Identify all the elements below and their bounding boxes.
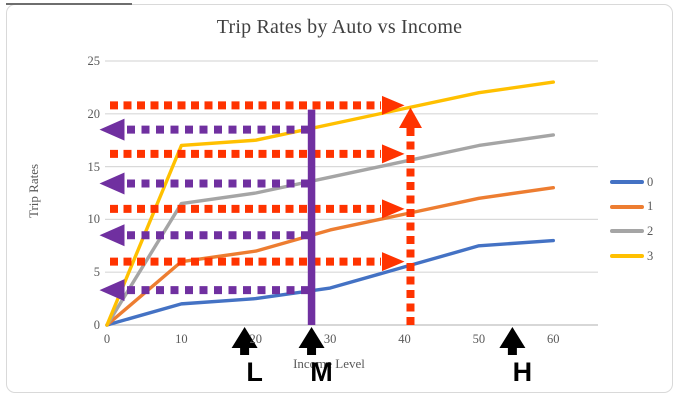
red-arrowhead-right-icon: [382, 95, 405, 115]
legend: 0 1 2 3: [610, 170, 653, 268]
red-arrowhead-right-icon: [382, 144, 405, 164]
top-edge-line: [6, 3, 132, 5]
legend-swatch-icon: [610, 180, 644, 185]
marker-label-H: H: [512, 357, 533, 387]
legend-item-2: 2: [610, 219, 653, 244]
x-tick-label: 10: [175, 332, 188, 346]
y-tick-label: 15: [87, 159, 101, 174]
legend-label: 2: [647, 223, 654, 238]
marker-label-L: L: [246, 357, 263, 387]
red-arrowhead-right-icon: [382, 199, 405, 219]
x-tick-label: 50: [472, 332, 486, 346]
legend-swatch-icon: [610, 229, 644, 234]
series-line-0: [105, 238, 555, 327]
y-axis-title: Trip Rates: [26, 163, 41, 219]
legend-label: 1: [647, 199, 654, 214]
y-tick-label: 25: [87, 54, 101, 68]
marker-label-M: M: [310, 357, 333, 387]
legend-label: 0: [647, 174, 654, 189]
red-arrowhead-up-icon: [398, 107, 422, 128]
series-line-3: [105, 80, 555, 327]
purple-arrowhead-left-icon: [99, 172, 125, 195]
red-arrowhead-right-icon: [382, 252, 405, 272]
y-tick-label: 0: [93, 318, 100, 332]
legend-label: 3: [647, 248, 654, 263]
y-tick-label: 5: [93, 265, 100, 280]
purple-arrowhead-left-icon: [99, 224, 125, 247]
x-tick-label: 20: [249, 332, 263, 346]
series-line-2: [105, 133, 555, 327]
y-tick-label: 20: [87, 106, 101, 121]
legend-item-0: 0: [610, 170, 653, 195]
legend-swatch-icon: [610, 204, 644, 209]
purple-arrowhead-left-icon: [99, 118, 125, 141]
x-tick-label: 60: [547, 332, 560, 346]
black-marker-arrow-icon: [231, 327, 258, 355]
purple-arrowhead-left-icon: [99, 279, 125, 302]
legend-item-1: 1: [610, 195, 653, 220]
chart-border-frame: [6, 4, 673, 393]
black-marker-arrow-icon: [298, 327, 325, 355]
x-tick-label: 40: [398, 332, 411, 346]
chart-title: Trip Rates by Auto vs Income: [216, 16, 463, 38]
y-tick-label: 10: [87, 212, 101, 227]
black-marker-arrow-icon: [499, 327, 526, 355]
x-axis-title: Income Level: [293, 356, 365, 371]
x-tick-label: 0: [103, 332, 111, 346]
legend-swatch-icon: [610, 254, 644, 259]
legend-item-3: 3: [610, 244, 653, 269]
x-tick-label: 30: [323, 332, 337, 346]
